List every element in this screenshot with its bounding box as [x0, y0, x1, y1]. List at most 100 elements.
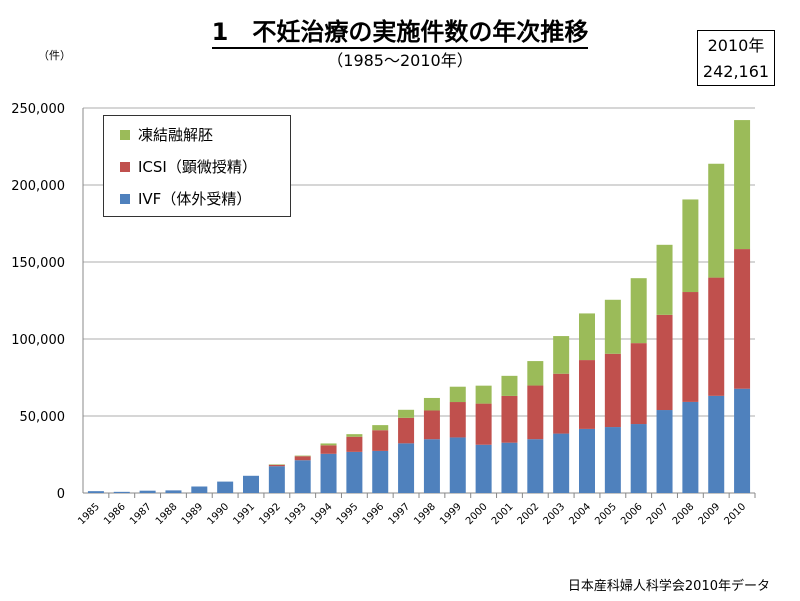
bar-segment	[708, 277, 725, 396]
bar-segment	[630, 278, 647, 344]
bar-segment	[708, 163, 725, 278]
bar-segment	[398, 409, 415, 418]
bar-segment	[579, 313, 595, 361]
bar-segment	[553, 433, 570, 493]
bar-segment	[527, 385, 544, 440]
x-tick-label: 1986	[102, 501, 128, 527]
bar-segment	[682, 401, 699, 493]
bar-segment	[268, 464, 285, 467]
bar-segment	[708, 395, 725, 493]
y-unit-label: （件）	[38, 49, 71, 62]
bar-segment	[475, 385, 492, 404]
bar-segment	[553, 373, 570, 434]
bar-segment	[113, 491, 130, 493]
bar-segment	[320, 443, 337, 446]
x-tick-label: 2001	[490, 501, 516, 527]
bar-segment	[449, 402, 466, 438]
bar-segment	[372, 430, 389, 451]
total-callout: 2010年 242,161	[697, 30, 775, 86]
bar-segment	[346, 436, 363, 452]
bar-segment	[423, 397, 440, 411]
bar-segment	[423, 439, 440, 493]
x-tick-label: 1998	[412, 501, 438, 527]
bar-segment	[139, 490, 156, 493]
legend: 凍結融解胚 ICSI（顕微授精） IVF（体外受精）	[103, 115, 291, 217]
bar-segment	[656, 314, 673, 411]
bar-segment	[501, 395, 518, 443]
bar-segment	[734, 388, 751, 493]
x-tick-label: 1996	[361, 501, 387, 527]
y-tick-label: 200,000	[11, 179, 65, 194]
bar-segment	[294, 460, 311, 493]
bar-segment	[475, 403, 492, 445]
bar-segment	[656, 410, 673, 493]
bar-segment	[294, 455, 311, 457]
y-tick-label: 0	[57, 487, 65, 502]
legend-swatch	[120, 161, 130, 172]
bar-segment	[320, 445, 337, 454]
x-tick-label: 2008	[671, 501, 697, 527]
legend-item-icsi: ICSI（顕微授精）	[120, 156, 257, 177]
x-tick-label: 2000	[464, 501, 490, 527]
chart-title: 1 不妊治療の実施件数の年次推移	[0, 12, 800, 49]
bar-segment	[346, 434, 363, 437]
bar-segment	[191, 486, 208, 493]
bar-segment	[501, 442, 518, 493]
legend-label: 凍結融解胚	[138, 126, 214, 144]
x-tick-label: 2003	[541, 501, 567, 527]
x-tick-label: 1985	[76, 501, 102, 527]
legend-swatch	[120, 193, 130, 204]
bar-segment	[243, 475, 259, 493]
x-tick-label: 1997	[386, 501, 412, 527]
bar-segment	[604, 427, 621, 493]
bar-segment	[320, 453, 337, 493]
x-tick-label: 2009	[697, 501, 723, 527]
x-tick-label: 2010	[722, 501, 748, 527]
bar-segment	[527, 439, 544, 493]
y-tick-label: 50,000	[20, 410, 66, 425]
x-tick-label: 1988	[154, 501, 180, 527]
bar-segment	[268, 466, 285, 493]
bar-segment	[398, 417, 415, 444]
bar-segment	[372, 450, 389, 493]
bar-segment	[423, 410, 440, 440]
bar-segment	[449, 386, 466, 403]
x-tick-label: 1989	[180, 501, 206, 527]
callout-value: 242,161	[702, 62, 770, 81]
bar-segment	[294, 456, 311, 461]
bar-segment	[682, 292, 699, 402]
y-tick-label: 250,000	[11, 102, 65, 117]
legend-item-ivf: IVF（体外受精）	[120, 188, 251, 209]
x-tick-label: 1995	[335, 501, 361, 527]
bar-segment	[449, 437, 466, 493]
bar-segment	[553, 336, 570, 374]
bar-segment	[527, 361, 544, 386]
chart-subtitle: （1985～2010年）	[327, 51, 473, 70]
legend-label: IVF（体外受精）	[138, 190, 252, 208]
x-tick-label: 1991	[231, 501, 257, 527]
bar-segment	[579, 428, 595, 493]
bar-segment	[165, 490, 182, 493]
bar-segment	[734, 249, 751, 389]
bar-segment	[268, 464, 285, 465]
x-tick-label: 2004	[567, 501, 593, 527]
x-tick-label: 1999	[438, 501, 464, 527]
x-tick-label: 1992	[257, 501, 283, 527]
bar-segment	[682, 199, 699, 293]
bar-segment	[372, 425, 389, 431]
bar-segment	[87, 491, 104, 493]
bar-segment	[398, 443, 415, 493]
legend-swatch	[120, 129, 130, 140]
callout-year: 2010年	[707, 36, 765, 55]
x-tick-label: 1993	[283, 501, 309, 527]
x-tick-label: 2002	[516, 501, 542, 527]
bar-segment	[656, 244, 673, 315]
bar-segment	[579, 360, 595, 429]
x-tick-label: 2005	[593, 501, 619, 527]
bar-segment	[604, 299, 621, 354]
bar-segment	[346, 451, 363, 493]
legend-label: ICSI（顕微授精）	[138, 158, 257, 176]
x-tick-label: 1987	[128, 501, 154, 527]
bar-segment	[475, 444, 492, 493]
